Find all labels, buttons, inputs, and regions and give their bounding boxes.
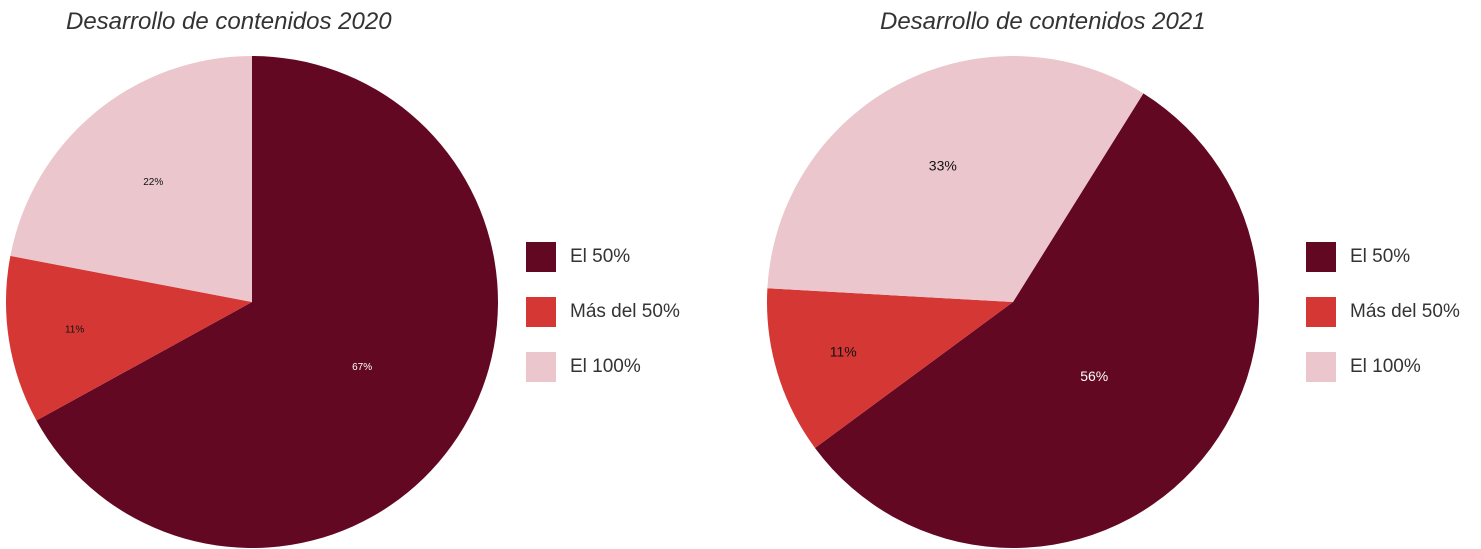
- legend-item-el-100: El 100%: [526, 352, 680, 382]
- chart-2021: Desarrollo de contenidos 2021 56% 11% 33% …: [740, 0, 1481, 549]
- legend-item-mas-del-50: Más del 50%: [1306, 297, 1460, 327]
- data-label-mas-del-50: 11%: [830, 343, 857, 359]
- legend-label-mas-del-50: Más del 50%: [1350, 301, 1460, 323]
- legend-swatch-el-50: [526, 242, 556, 272]
- data-label-el-100: 33%: [929, 157, 957, 173]
- data-label-el-100: 22%: [143, 177, 163, 188]
- legend-label-el-50: El 50%: [570, 246, 630, 268]
- legend-2021: El 50% Más del 50% El 100%: [1306, 242, 1460, 407]
- data-label-el-50: 56%: [1080, 368, 1108, 384]
- legend-label-el-100: El 100%: [570, 356, 641, 378]
- chart-2020: Desarrollo de contenidos 2020 67% 11% 22% …: [0, 0, 740, 549]
- legend-item-el-50: El 50%: [526, 242, 680, 272]
- legend-label-mas-del-50: Más del 50%: [570, 301, 680, 323]
- legend-swatch-el-100: [526, 352, 556, 382]
- data-label-el-50: 67%: [352, 362, 372, 373]
- legend-swatch-mas-del-50: [526, 297, 556, 327]
- legend-2020: El 50% Más del 50% El 100%: [526, 242, 680, 407]
- data-label-mas-del-50: 11%: [65, 325, 84, 336]
- legend-item-el-50: El 50%: [1306, 242, 1460, 272]
- legend-swatch-el-100: [1306, 352, 1336, 382]
- legend-label-el-100: El 100%: [1350, 356, 1421, 378]
- legend-item-mas-del-50: Más del 50%: [526, 297, 680, 327]
- legend-label-el-50: El 50%: [1350, 246, 1410, 268]
- legend-swatch-el-50: [1306, 242, 1336, 272]
- legend-swatch-mas-del-50: [1306, 297, 1336, 327]
- legend-item-el-100: El 100%: [1306, 352, 1460, 382]
